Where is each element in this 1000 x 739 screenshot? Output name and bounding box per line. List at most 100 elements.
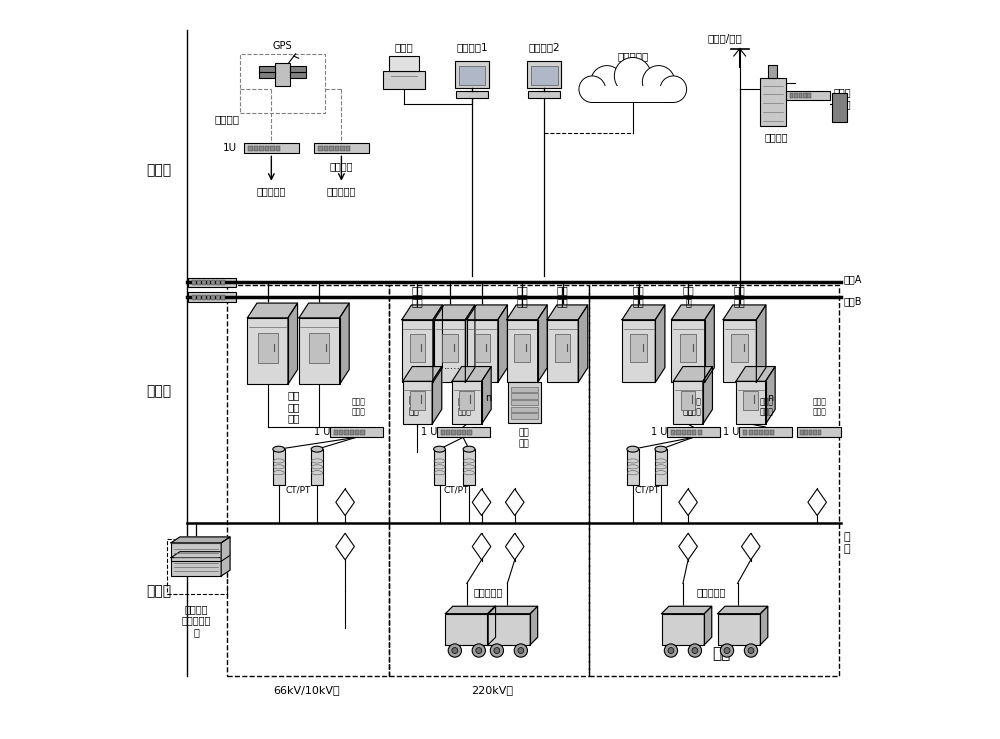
Bar — [314, 143, 369, 153]
Bar — [211, 295, 215, 300]
Text: 主保
护: 主保 护 — [682, 285, 694, 307]
Bar — [216, 280, 220, 285]
Polygon shape — [340, 303, 349, 384]
Polygon shape — [452, 367, 491, 381]
Bar — [687, 429, 691, 435]
Bar — [799, 92, 802, 98]
Bar — [452, 381, 482, 424]
Circle shape — [494, 647, 500, 653]
Polygon shape — [760, 606, 768, 644]
Ellipse shape — [655, 446, 667, 452]
Ellipse shape — [311, 446, 323, 452]
Bar — [630, 334, 647, 362]
Circle shape — [514, 644, 527, 657]
Bar — [275, 64, 290, 86]
Bar — [318, 146, 323, 151]
Bar — [346, 146, 350, 151]
Bar — [718, 613, 760, 644]
Bar — [335, 146, 339, 151]
Polygon shape — [498, 305, 507, 382]
Text: 主变: 主变 — [712, 646, 730, 661]
Bar — [459, 66, 485, 85]
Polygon shape — [472, 489, 491, 516]
Polygon shape — [505, 534, 524, 560]
Bar — [681, 391, 695, 410]
Polygon shape — [465, 305, 475, 382]
Text: 网络A: 网络A — [844, 273, 862, 284]
Bar — [463, 449, 475, 485]
Bar — [192, 295, 196, 300]
Text: 至合并单元: 至合并单元 — [257, 186, 286, 197]
Polygon shape — [171, 552, 230, 558]
Polygon shape — [679, 489, 697, 516]
Bar — [813, 429, 817, 435]
Bar — [698, 429, 702, 435]
Polygon shape — [547, 305, 588, 320]
Polygon shape — [403, 367, 442, 381]
Circle shape — [724, 647, 730, 653]
Bar — [344, 429, 349, 435]
Polygon shape — [530, 606, 538, 644]
Bar — [299, 318, 340, 384]
Text: 1 U: 1 U — [723, 427, 740, 437]
Polygon shape — [433, 305, 442, 382]
Bar — [743, 391, 758, 410]
Bar — [270, 146, 275, 151]
Circle shape — [744, 644, 758, 657]
Bar — [511, 393, 538, 398]
Bar — [671, 429, 675, 435]
Text: 合并
单元: 合并 单元 — [408, 397, 419, 416]
Text: 故障
录波: 故障 录波 — [519, 429, 530, 448]
Bar — [445, 613, 488, 644]
Bar — [475, 334, 490, 362]
Bar — [528, 91, 560, 98]
Polygon shape — [434, 305, 475, 320]
Bar — [207, 280, 210, 285]
Bar — [627, 449, 639, 485]
Bar — [216, 295, 220, 300]
Bar — [527, 61, 561, 88]
Polygon shape — [288, 303, 298, 384]
Text: 1U: 1U — [223, 143, 237, 153]
Bar — [818, 429, 821, 435]
Polygon shape — [221, 552, 230, 576]
Bar — [723, 320, 756, 382]
Text: CT/PT: CT/PT — [635, 486, 660, 494]
Circle shape — [748, 647, 754, 653]
Polygon shape — [766, 367, 775, 424]
Polygon shape — [808, 489, 826, 516]
Text: 合并
单元: 合并 单元 — [683, 397, 693, 416]
Bar — [770, 429, 774, 435]
Bar — [330, 427, 383, 437]
Bar — [350, 429, 354, 435]
Text: 母差
保护: 母差 保护 — [516, 285, 528, 307]
Text: 本体
保护: 本体 保护 — [734, 285, 746, 307]
Text: 多波长
交换机: 多波长 交换机 — [760, 398, 774, 417]
Bar — [507, 320, 538, 382]
Polygon shape — [482, 367, 491, 424]
Circle shape — [660, 76, 687, 103]
Circle shape — [472, 644, 485, 657]
Polygon shape — [171, 537, 230, 543]
Bar — [832, 93, 847, 123]
Bar — [800, 429, 804, 435]
Bar — [311, 449, 323, 485]
Bar — [197, 295, 201, 300]
Text: 智能操作箱: 智能操作箱 — [474, 587, 503, 596]
Bar — [804, 429, 808, 435]
Text: 测控
保护: 测控 保护 — [412, 285, 423, 307]
Bar — [511, 406, 538, 412]
Text: 智能操作箱: 智能操作箱 — [696, 587, 726, 596]
Text: 其他智
能设备: 其他智 能设备 — [833, 87, 851, 109]
Bar — [514, 334, 530, 362]
Bar — [188, 293, 236, 302]
Bar — [383, 71, 425, 89]
Bar — [355, 429, 359, 435]
Text: 66kV/10kV侧: 66kV/10kV侧 — [273, 685, 340, 695]
Bar — [749, 429, 753, 435]
Text: 同步采样: 同步采样 — [215, 114, 240, 123]
Bar — [197, 280, 201, 285]
Bar — [437, 427, 490, 437]
Polygon shape — [705, 305, 714, 382]
Circle shape — [614, 58, 651, 95]
